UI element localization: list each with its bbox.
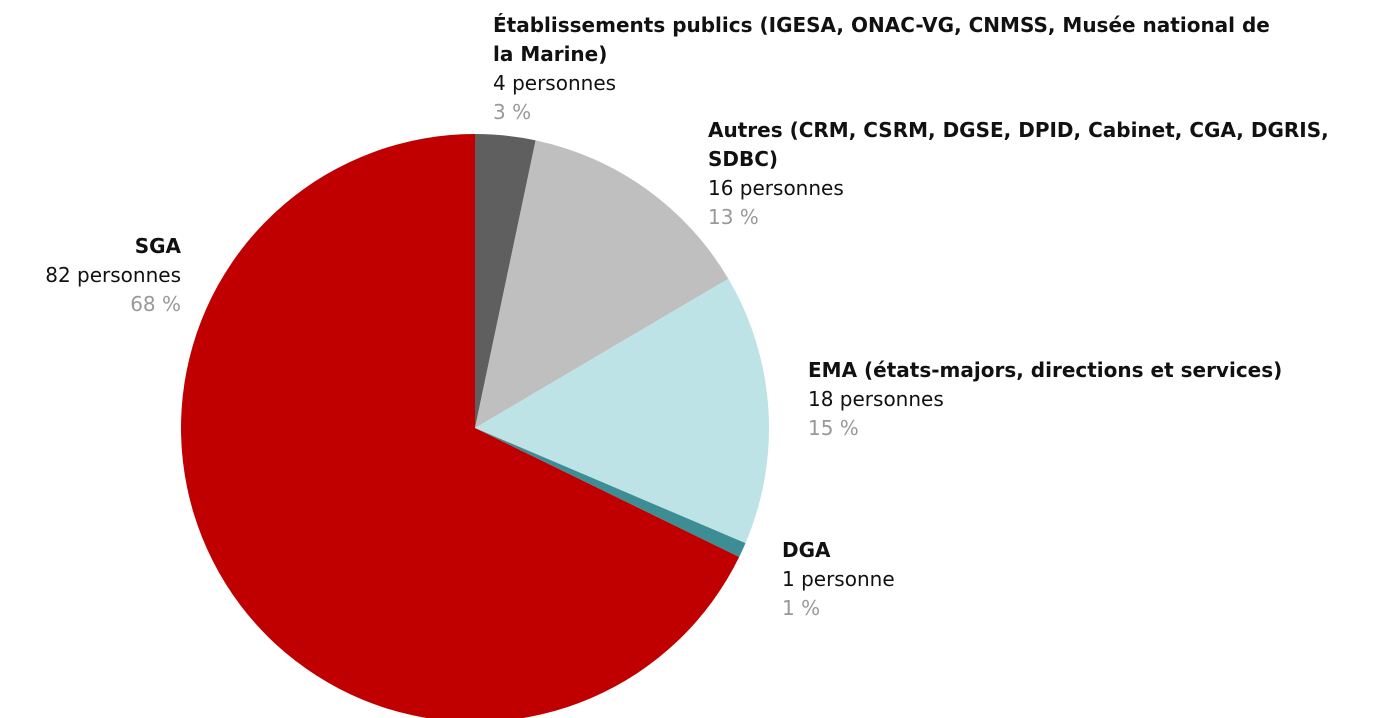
category-name: Autres (CRM, CSRM, DGSE, DPID, Cabinet, …	[708, 118, 1329, 171]
slice-label: Autres (CRM, CSRM, DGSE, DPID, Cabinet, …	[708, 116, 1358, 232]
pie-slice	[475, 140, 729, 429]
percent-label: 15 %	[808, 416, 859, 440]
slice-label: Établissements publics (IGESA, ONAC-VG, …	[493, 11, 1293, 127]
value-label: 18 personnes	[808, 387, 944, 411]
pie-slice	[181, 134, 740, 718]
value-label: 4 personnes	[493, 71, 617, 95]
value-label: 82 personnes	[45, 263, 181, 287]
category-name: DGA	[782, 538, 831, 562]
slice-label: DGA 1 personne 1 %	[782, 536, 895, 623]
percent-label: 1 %	[782, 596, 821, 620]
pie-slice	[475, 428, 746, 558]
value-label: 16 personnes	[708, 176, 844, 200]
percent-label: 13 %	[708, 205, 759, 229]
category-name: Établissements publics (IGESA, ONAC-VG, …	[493, 13, 1270, 66]
pie-slice	[475, 134, 536, 428]
category-name: SGA	[134, 234, 181, 258]
value-label: 1 personne	[782, 567, 895, 591]
slice-label: SGA 82 personnes 68 %	[45, 232, 181, 319]
pie-slice	[475, 278, 770, 544]
percent-label: 3 %	[493, 100, 532, 124]
category-name: EMA (états-majors, directions et service…	[808, 358, 1283, 382]
percent-label: 68 %	[130, 292, 181, 316]
slice-label: EMA (états-majors, directions et service…	[808, 356, 1282, 443]
